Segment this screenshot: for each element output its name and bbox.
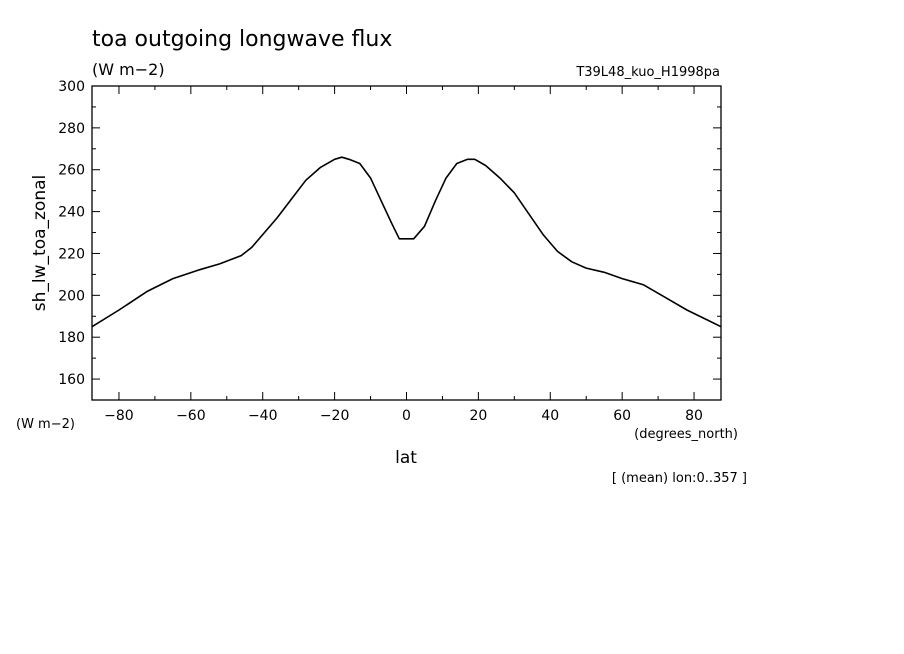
x-tick-label: −40 — [248, 408, 278, 424]
series-line — [91, 156, 722, 328]
chart-title: toa outgoing longwave flux — [92, 27, 392, 52]
x-tick-label: 0 — [402, 408, 411, 424]
y-tick-label: 200 — [58, 288, 85, 304]
y-axis-units: (W m−2) — [16, 417, 75, 432]
x-axis-units: (degrees_north) — [634, 427, 738, 442]
x-axis-label: lat — [395, 448, 417, 468]
y-tick-label: 180 — [58, 330, 85, 346]
series-layer — [91, 156, 722, 328]
x-axis-ticks: −80 −60 −40 −20 0 20 40 60 80 — [104, 86, 703, 424]
y-axis-ticks: 160 180 200 220 240 260 280 300 — [58, 79, 721, 401]
y-tick-label: 220 — [58, 246, 85, 262]
experiment-label: T39L48_kuo_H1998pa — [575, 65, 720, 80]
y-tick-label: 240 — [58, 205, 85, 221]
footnote: [ (mean) lon:0..357 ] — [612, 471, 747, 486]
y-tick-label: 280 — [58, 121, 85, 137]
y-tick-label: 260 — [58, 163, 85, 179]
x-tick-label: −80 — [104, 408, 134, 424]
x-tick-label: 60 — [613, 408, 631, 424]
x-tick-label: 20 — [469, 408, 487, 424]
y-tick-label: 300 — [58, 79, 85, 95]
y-tick-label: 160 — [58, 372, 85, 388]
x-tick-label: −60 — [176, 408, 206, 424]
chart-title-units: (W m−2) — [92, 60, 165, 79]
x-tick-label: 80 — [685, 408, 703, 424]
y-axis-label: sh_lw_toa_zonal — [30, 175, 50, 311]
x-tick-label: −20 — [320, 408, 350, 424]
x-tick-label: 40 — [541, 408, 559, 424]
plot-frame — [91, 85, 722, 401]
